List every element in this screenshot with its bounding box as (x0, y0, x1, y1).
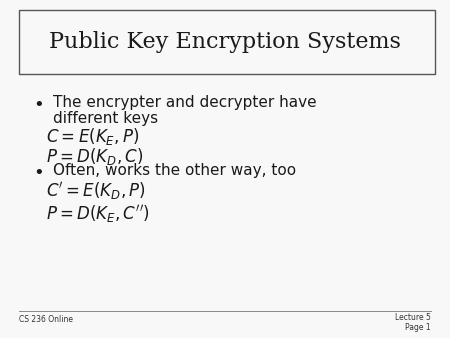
FancyBboxPatch shape (19, 10, 435, 74)
Text: Lecture 5
Page 1: Lecture 5 Page 1 (395, 313, 431, 332)
Text: $C' = E\left(K_D, P\right)$: $C' = E\left(K_D, P\right)$ (46, 180, 146, 202)
Text: $P = D(K_E, C'')$: $P = D(K_E, C'')$ (46, 203, 150, 225)
Text: •: • (33, 164, 44, 182)
Text: Public Key Encryption Systems: Public Key Encryption Systems (49, 31, 401, 53)
Text: The encrypter and decrypter have: The encrypter and decrypter have (53, 95, 317, 110)
Text: different keys: different keys (53, 111, 158, 126)
Text: •: • (33, 96, 44, 114)
Text: CS 236 Online: CS 236 Online (19, 315, 73, 324)
Text: Often, works the other way, too: Often, works the other way, too (53, 163, 296, 178)
Text: $P = D(K_D,C)$: $P = D(K_D,C)$ (46, 146, 144, 167)
Text: $C = E(K_E,P)$: $C = E(K_E,P)$ (46, 126, 140, 147)
